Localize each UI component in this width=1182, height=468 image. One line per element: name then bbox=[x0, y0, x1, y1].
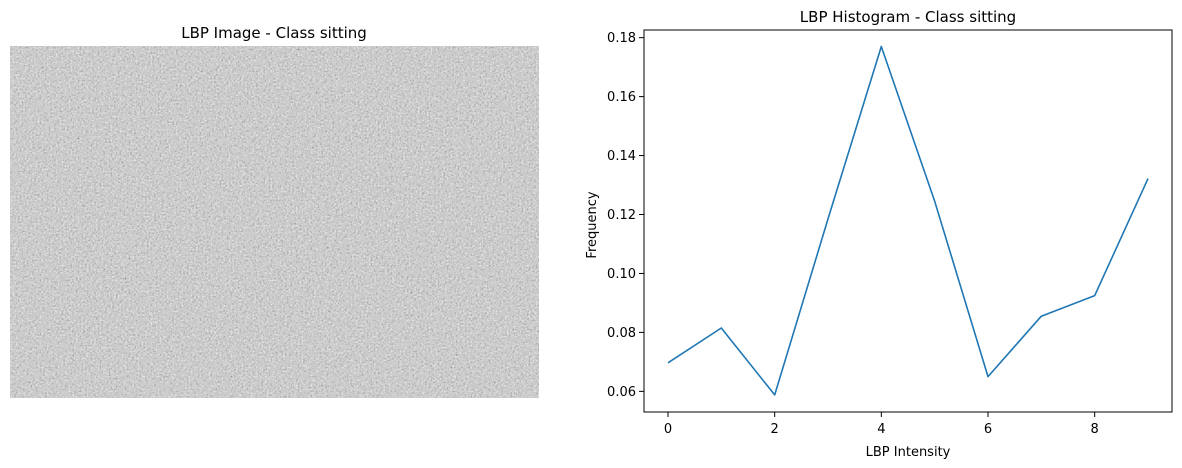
lbp-image bbox=[10, 46, 539, 398]
x-tick-label: 8 bbox=[1091, 422, 1099, 437]
series-line bbox=[667, 45, 1149, 396]
chart-title: LBP Histogram - Class sitting bbox=[800, 8, 1016, 26]
plot-area: 0 2 4 6 8 0.06 0.08 0.10 0.12 0.14 0.16 0.18 bbox=[607, 29, 1173, 437]
y-axis-label: Frequency bbox=[585, 191, 600, 258]
y-tick-label: 0.14 bbox=[607, 149, 636, 164]
x-tick-label: 2 bbox=[771, 422, 779, 437]
y-tick-label: 0.12 bbox=[607, 208, 636, 223]
y-tick-label: 0.16 bbox=[607, 90, 636, 105]
x-axis-label: LBP Intensity bbox=[866, 445, 951, 460]
lbp-image-title: LBP Image - Class sitting bbox=[181, 24, 367, 42]
y-tick-label: 0.06 bbox=[607, 385, 636, 400]
plot-frame bbox=[643, 29, 1173, 413]
x-tick-label: 4 bbox=[877, 422, 885, 437]
y-tick-label: 0.08 bbox=[607, 326, 636, 341]
x-tick-label: 0 bbox=[664, 422, 672, 437]
x-tick-label: 6 bbox=[984, 422, 992, 437]
y-tick-label: 0.10 bbox=[607, 267, 636, 282]
y-tick-label: 0.18 bbox=[607, 31, 636, 46]
